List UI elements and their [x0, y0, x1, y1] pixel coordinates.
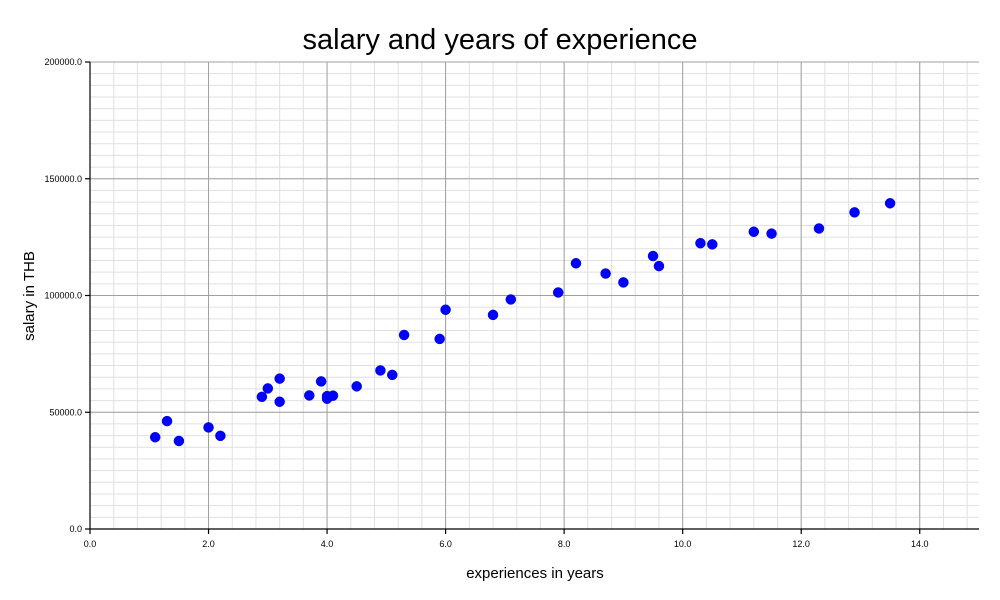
data-point: [351, 381, 362, 392]
data-point: [434, 333, 445, 345]
data-point: [695, 237, 706, 249]
data-point: [274, 373, 285, 384]
data-point: [618, 277, 629, 288]
data-point: [203, 422, 214, 433]
x-axis-label: experiences in years: [466, 565, 604, 582]
data-point: [315, 376, 327, 387]
y-tick-label: 50000.0: [49, 407, 82, 417]
data-point: [766, 228, 777, 239]
data-point: [149, 431, 161, 443]
x-tick-label: 4.0: [321, 539, 334, 549]
data-point: [487, 309, 499, 321]
y-axis-ticks: 0.0 50000.0 100000.0 150000.0 200000.0: [44, 57, 90, 534]
data-point: [748, 226, 760, 238]
data-point: [304, 390, 315, 401]
x-tick-label: 6.0: [439, 539, 452, 549]
data-point: [552, 287, 564, 298]
data-point: [215, 430, 226, 442]
data-point: [600, 268, 611, 279]
x-tick-label: 0.0: [84, 539, 97, 549]
data-point: [849, 207, 860, 218]
y-tick-label: 100000.0: [44, 291, 82, 301]
data-point: [647, 250, 659, 262]
x-tick-label: 8.0: [558, 539, 571, 549]
data-point: [387, 369, 398, 381]
x-tick-label: 14.0: [911, 539, 929, 549]
x-axis-ticks: 0.0 2.0 4.0 6.0 8.0 10.0 12.0 14.0: [84, 529, 929, 549]
data-point: [570, 258, 582, 269]
data-point: [256, 391, 268, 403]
data-point: [161, 415, 173, 427]
y-axis-label: salary in THB: [21, 251, 38, 341]
data-point: [327, 390, 339, 401]
y-tick-label: 0.0: [69, 524, 82, 534]
data-point: [884, 198, 896, 209]
data-point: [173, 435, 185, 447]
data-points: [149, 198, 896, 447]
data-point: [707, 239, 718, 250]
data-point: [274, 396, 285, 407]
data-point: [262, 383, 274, 394]
x-tick-label: 10.0: [674, 539, 692, 549]
data-point: [398, 329, 410, 341]
y-tick-label: 200000.0: [44, 57, 82, 67]
data-point: [375, 365, 386, 376]
data-point: [813, 223, 825, 234]
chart-title: salary and years of experience: [303, 24, 698, 56]
y-tick-label: 150000.0: [44, 174, 82, 184]
data-point: [653, 260, 665, 272]
x-tick-label: 2.0: [202, 539, 215, 549]
data-point: [505, 294, 517, 305]
x-tick-label: 12.0: [792, 539, 810, 549]
data-point: [440, 304, 451, 315]
